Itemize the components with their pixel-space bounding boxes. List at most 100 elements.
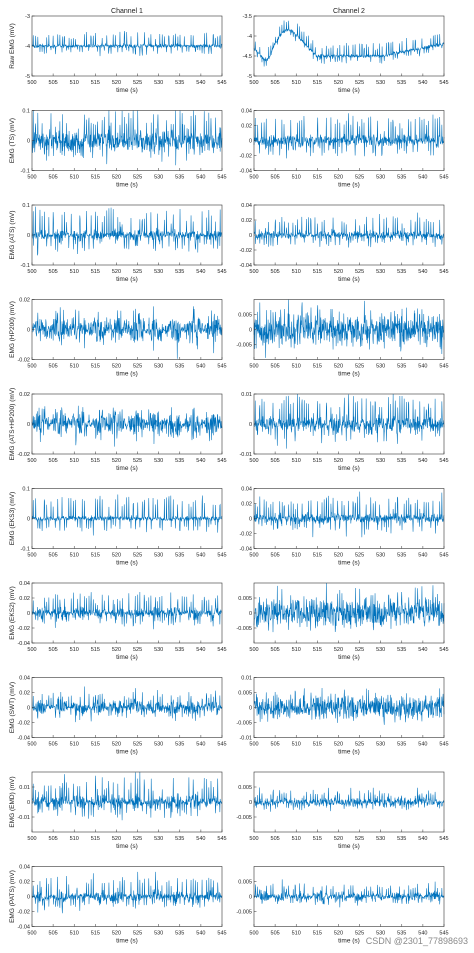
- x-tick-label: 515: [313, 553, 322, 559]
- subplot-r6-c0: 500 505 510 515 520 525 530 535 540 545 -0.04 -0.02…: [9, 581, 227, 661]
- y-axis-label: EMG (ATS+HP200) (mV): [9, 388, 16, 461]
- x-tick-label: 545: [439, 458, 448, 464]
- y-tick-label: -0.02: [17, 626, 30, 632]
- signal-trace: [31, 110, 223, 166]
- x-tick-label: 525: [133, 80, 142, 86]
- y-tick-label: -0.02: [17, 452, 30, 458]
- x-tick-label: 545: [217, 269, 226, 275]
- signal-trace: [31, 31, 223, 57]
- y-tick-label: 0.04: [241, 487, 252, 493]
- x-tick-label: 545: [439, 364, 448, 370]
- y-tick-label: -0.02: [17, 358, 30, 364]
- x-tick-label: 540: [196, 553, 205, 559]
- x-axis-label: time (s): [338, 87, 360, 94]
- subplot-r5-c0: 500 505 510 515 520 525 530 535 540 545 -0.1 0 0.1 ti…: [9, 487, 227, 567]
- x-tick-label: 505: [271, 553, 280, 559]
- x-tick-label: 530: [376, 364, 385, 370]
- x-tick-label: 510: [292, 742, 301, 748]
- x-tick-label: 535: [175, 553, 184, 559]
- x-tick-label: 505: [271, 931, 280, 937]
- y-tick-label: -0.005: [236, 910, 252, 916]
- x-tick-label: 505: [271, 458, 280, 464]
- x-tick-label: 510: [292, 647, 301, 653]
- y-axis-label: EMG (HP200) (mV): [9, 301, 16, 358]
- x-tick-label: 535: [397, 458, 406, 464]
- x-tick-label: 505: [49, 553, 58, 559]
- subplot-r1-c0: 500 505 510 515 520 525 530 535 540 545 -0.1 0 0.1 ti…: [9, 109, 227, 189]
- subplot-r5-c1: 500 505 510 515 520 525 530 535 540 545 -0.04 -0.02…: [239, 487, 448, 567]
- x-axis-label: time (s): [116, 182, 138, 189]
- signal-trace: [31, 871, 223, 914]
- x-axis-label: time (s): [338, 654, 360, 661]
- x-tick-label: 515: [91, 931, 100, 937]
- x-tick-label: 540: [196, 80, 205, 86]
- x-tick-label: 500: [27, 175, 36, 181]
- y-tick-label: -0.04: [239, 547, 252, 553]
- x-tick-label: 500: [27, 80, 36, 86]
- x-tick-label: 500: [27, 269, 36, 275]
- y-tick-label: 0.005: [238, 785, 252, 791]
- y-tick-label: 0.02: [19, 392, 30, 398]
- x-tick-label: 525: [133, 836, 142, 842]
- x-axis-label: time (s): [116, 87, 138, 94]
- x-tick-label: 505: [49, 175, 58, 181]
- x-tick-label: 525: [133, 553, 142, 559]
- y-tick-label: 0.01: [241, 392, 252, 398]
- x-tick-label: 520: [334, 458, 343, 464]
- x-tick-label: 515: [91, 80, 100, 86]
- x-tick-label: 530: [154, 175, 163, 181]
- x-tick-label: 500: [27, 364, 36, 370]
- y-tick-label: -0.02: [17, 910, 30, 916]
- y-axis-label: EMG (PATS) (mV): [9, 870, 16, 923]
- x-tick-label: 535: [397, 742, 406, 748]
- x-tick-label: 535: [397, 269, 406, 275]
- x-tick-label: 545: [439, 742, 448, 748]
- y-tick-label: -0.01: [239, 736, 252, 742]
- x-tick-label: 530: [154, 553, 163, 559]
- x-tick-label: 500: [27, 836, 36, 842]
- y-tick-label: 0.1: [22, 487, 30, 493]
- signal-trace: [31, 592, 223, 630]
- x-tick-label: 535: [175, 836, 184, 842]
- x-tick-label: 540: [418, 269, 427, 275]
- x-tick-label: 540: [196, 742, 205, 748]
- x-tick-label: 530: [154, 836, 163, 842]
- y-tick-label: -3.5: [243, 14, 252, 20]
- x-tick-label: 540: [196, 647, 205, 653]
- x-tick-label: 530: [376, 647, 385, 653]
- y-tick-label: -5: [25, 74, 30, 80]
- signal-trace: [253, 212, 445, 248]
- x-tick-label: 510: [292, 836, 301, 842]
- x-tick-label: 540: [418, 458, 427, 464]
- x-tick-label: 510: [292, 931, 301, 937]
- y-tick-label: -0.04: [239, 169, 252, 175]
- x-tick-label: 540: [196, 836, 205, 842]
- y-tick-label: -0.02: [239, 154, 252, 160]
- x-tick-label: 510: [292, 458, 301, 464]
- x-tick-label: 505: [49, 364, 58, 370]
- x-tick-label: 505: [49, 931, 58, 937]
- x-tick-label: 525: [133, 742, 142, 748]
- y-axis-label: EMG (SWT) (mV): [9, 682, 16, 733]
- x-tick-label: 505: [49, 80, 58, 86]
- x-tick-label: 520: [334, 931, 343, 937]
- y-tick-label: 0: [249, 517, 252, 523]
- x-tick-label: 530: [154, 80, 163, 86]
- x-tick-label: 520: [112, 931, 121, 937]
- y-tick-label: -0.02: [239, 248, 252, 254]
- x-tick-label: 500: [249, 931, 258, 937]
- subplot-r9-c1: 500 505 510 515 520 525 530 535 540 545 -0.005 0 0.0…: [236, 866, 449, 945]
- y-tick-label: 0: [27, 328, 30, 334]
- x-tick-label: 500: [249, 458, 258, 464]
- x-tick-label: 545: [217, 175, 226, 181]
- y-tick-label: -0.005: [236, 626, 252, 632]
- x-tick-label: 535: [175, 742, 184, 748]
- x-tick-label: 520: [112, 647, 121, 653]
- x-tick-label: 510: [70, 458, 79, 464]
- x-tick-label: 505: [49, 269, 58, 275]
- x-tick-label: 500: [249, 836, 258, 842]
- x-tick-label: 530: [154, 742, 163, 748]
- x-axis-label: time (s): [116, 938, 138, 945]
- x-tick-label: 520: [334, 647, 343, 653]
